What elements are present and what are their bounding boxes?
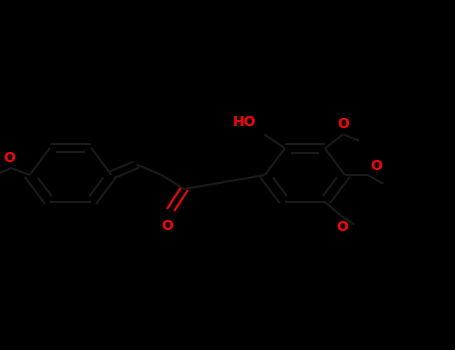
Text: O: O <box>370 159 382 173</box>
Text: O: O <box>337 117 349 131</box>
Text: O: O <box>336 220 348 234</box>
Text: O: O <box>161 219 173 233</box>
Text: O: O <box>3 150 15 164</box>
Text: HO: HO <box>233 115 256 129</box>
